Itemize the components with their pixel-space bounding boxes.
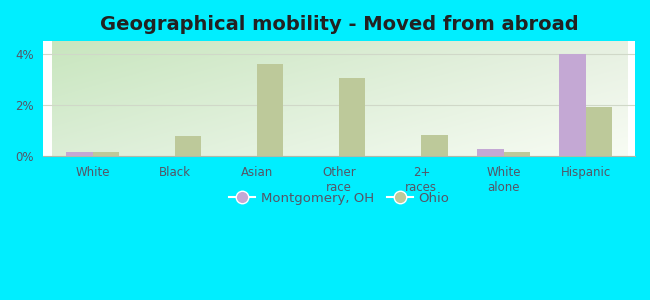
Bar: [586, 107, 612, 157]
Title: Geographical mobility - Moved from abroad: Geographical mobility - Moved from abroa…: [100, 15, 578, 34]
Bar: [421, 136, 448, 157]
Bar: [477, 149, 504, 157]
Bar: [257, 64, 283, 157]
Bar: [339, 78, 365, 157]
Bar: [93, 152, 119, 157]
Bar: [504, 152, 530, 157]
Bar: [175, 136, 201, 157]
Legend: Montgomery, OH, Ohio: Montgomery, OH, Ohio: [224, 186, 455, 210]
Bar: [560, 54, 586, 157]
Bar: [66, 152, 93, 157]
